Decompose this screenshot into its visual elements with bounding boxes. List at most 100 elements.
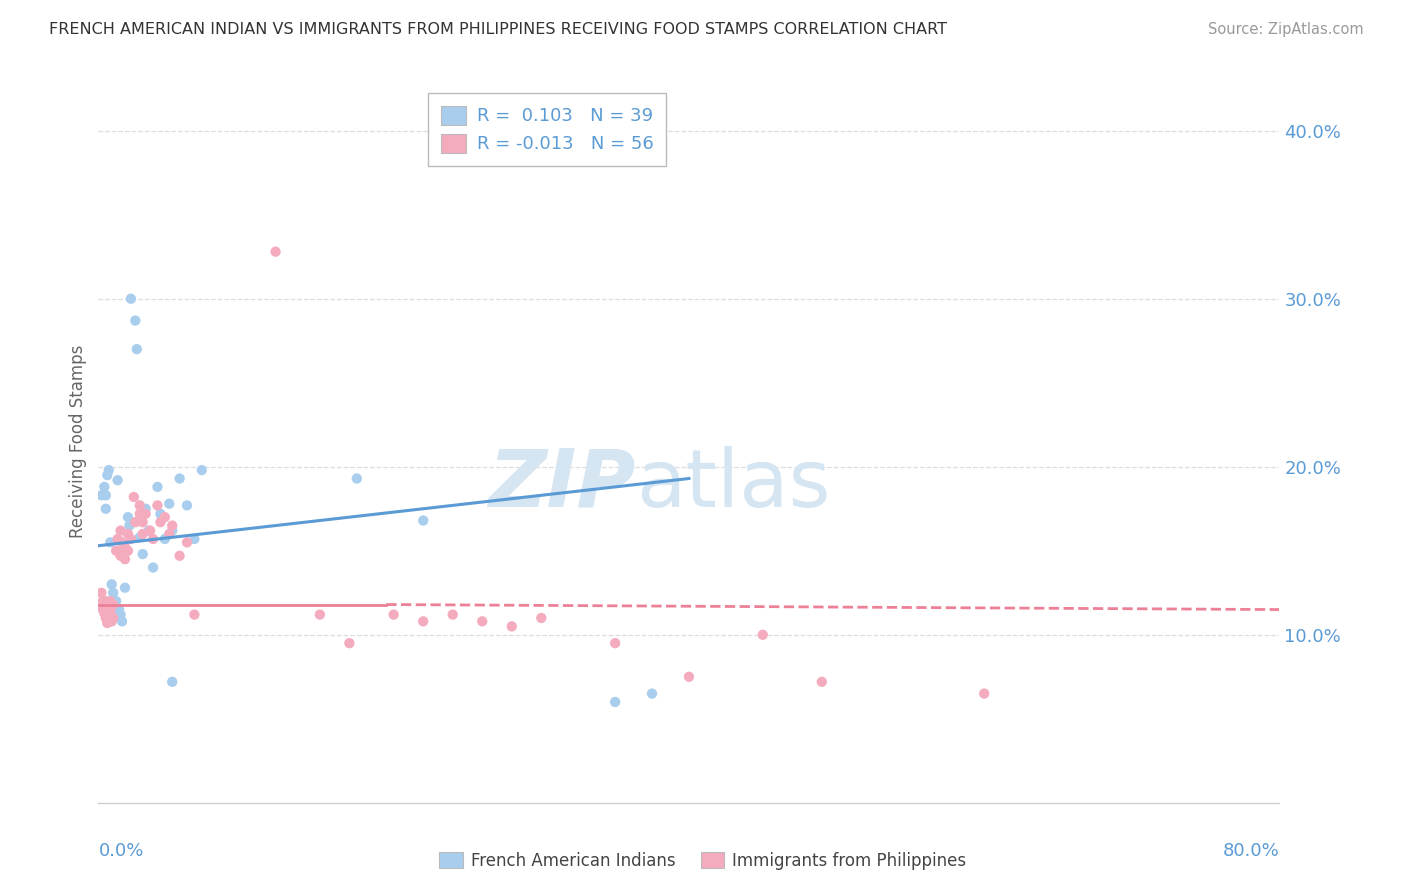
Point (122, 490, 145, 504)
Point (98, 594, 121, 608)
Point (96, 615, 118, 630)
Point (146, 480, 169, 494)
Point (441, 607, 464, 622)
Point (108, 602, 131, 616)
Point (138, 524, 160, 538)
Point (97, 607, 120, 622)
Y-axis label: Receiving Food Stamps: Receiving Food Stamps (69, 345, 87, 538)
Point (90, 488, 112, 502)
Point (309, 607, 332, 622)
Point (132, 527, 155, 541)
Point (103, 586, 125, 600)
Point (183, 607, 205, 622)
Point (346, 471, 368, 485)
Text: 80.0%: 80.0% (1223, 842, 1279, 860)
Point (153, 510, 176, 524)
Point (412, 615, 434, 629)
Text: 0.0%: 0.0% (98, 842, 143, 860)
Point (530, 611, 553, 625)
Point (132, 547, 155, 561)
Point (94, 488, 117, 502)
Text: ZIP: ZIP (488, 446, 636, 524)
Point (973, 687, 995, 701)
Point (128, 507, 150, 521)
Point (471, 615, 494, 629)
Point (752, 628, 775, 642)
Point (382, 607, 405, 622)
Point (98, 604, 121, 618)
Point (114, 552, 136, 566)
Point (605, 636, 627, 650)
Point (149, 515, 172, 529)
Point (105, 543, 128, 558)
Point (120, 292, 142, 306)
Point (93, 606, 115, 620)
Point (110, 607, 132, 622)
Point (128, 499, 150, 513)
Point (117, 543, 139, 558)
Point (149, 507, 172, 521)
Point (142, 532, 165, 546)
Point (120, 532, 142, 546)
Point (128, 530, 150, 544)
Point (94, 594, 117, 608)
Point (162, 674, 183, 689)
Point (105, 594, 128, 608)
Point (97, 611, 120, 625)
Point (157, 497, 180, 511)
Point (124, 313, 146, 327)
Point (605, 695, 627, 709)
Point (139, 524, 162, 538)
Point (641, 687, 664, 701)
Point (107, 473, 129, 487)
Point (118, 518, 141, 533)
Point (91, 602, 114, 616)
Point (98, 535, 121, 549)
Point (183, 532, 205, 546)
Point (110, 549, 132, 563)
Point (135, 507, 157, 521)
Point (96, 599, 118, 614)
Point (96, 468, 118, 483)
Point (124, 515, 146, 529)
Point (107, 532, 129, 546)
Text: FRENCH AMERICAN INDIAN VS IMMIGRANTS FROM PHILIPPINES RECEIVING FOOD STAMPS CORR: FRENCH AMERICAN INDIAN VS IMMIGRANTS FRO… (49, 22, 948, 37)
Point (678, 670, 700, 684)
Point (191, 463, 214, 477)
Point (94, 611, 117, 625)
Point (157, 527, 180, 541)
Point (111, 535, 134, 549)
Legend: R =  0.103   N = 39, R = -0.013   N = 56: R = 0.103 N = 39, R = -0.013 N = 56 (429, 93, 666, 166)
Point (176, 535, 198, 549)
Point (114, 581, 136, 595)
Point (90, 586, 112, 600)
Point (111, 615, 134, 629)
Point (91, 594, 114, 608)
Point (93, 480, 115, 494)
Point (169, 549, 191, 563)
Point (125, 342, 148, 356)
Point (412, 514, 434, 528)
Point (169, 471, 191, 485)
Point (162, 518, 183, 533)
Point (103, 598, 125, 612)
Point (97, 463, 120, 477)
Point (339, 636, 361, 650)
Point (100, 615, 122, 629)
Point (135, 501, 157, 516)
Point (110, 524, 132, 538)
Point (153, 532, 176, 546)
Point (146, 499, 169, 513)
Point (810, 674, 832, 689)
Point (117, 510, 139, 524)
Point (100, 577, 122, 591)
Point (94, 501, 117, 516)
Point (176, 499, 198, 513)
Text: atlas: atlas (636, 446, 830, 524)
Point (132, 515, 155, 529)
Point (117, 527, 139, 541)
Text: Source: ZipAtlas.com: Source: ZipAtlas.com (1208, 22, 1364, 37)
Point (162, 524, 183, 538)
Point (501, 619, 523, 633)
Point (103, 611, 125, 625)
